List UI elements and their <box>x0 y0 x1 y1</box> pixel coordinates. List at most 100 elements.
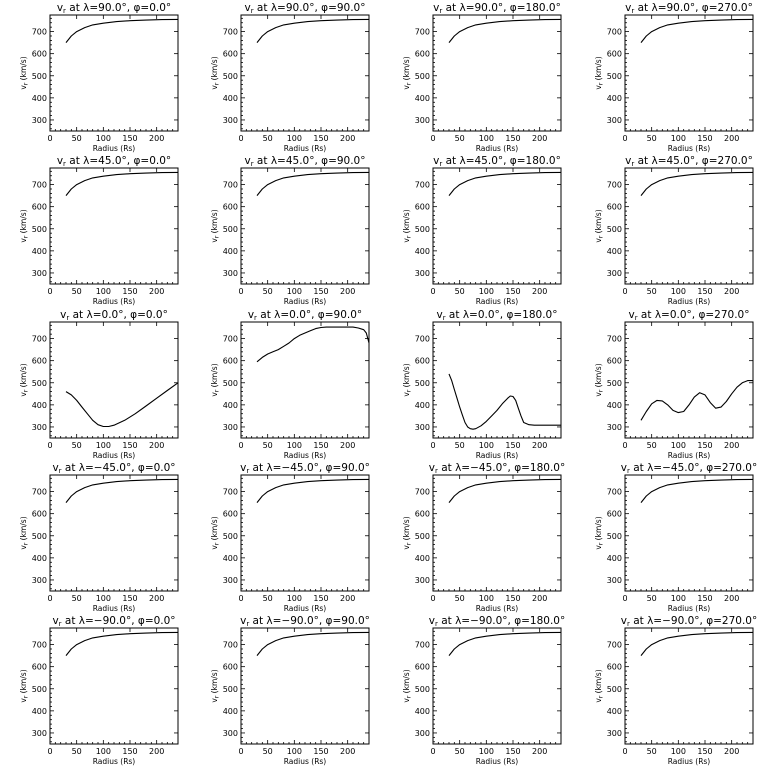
y-axis-label: vr (km/s) <box>210 516 221 549</box>
series-line-vr <box>65 171 179 196</box>
y-tick-label: 700 <box>32 488 47 497</box>
subplot-1-3: 0 50 100 150 200 300 400 500 600 700 vr at λ=45.0°… <box>594 155 754 306</box>
y-axis-label: vr (km/s) <box>402 363 413 396</box>
y-tick-label: 300 <box>223 729 238 738</box>
y-tick-label: 300 <box>607 423 622 432</box>
y-tick-label: 300 <box>223 116 238 125</box>
series-line-vr <box>256 18 370 43</box>
y-tick-label: 600 <box>415 50 430 59</box>
x-axis-label: Radius (Rs) <box>93 144 136 153</box>
y-tick-label: 500 <box>415 685 430 694</box>
x-tick-label: 0 <box>622 594 627 603</box>
y-tick-label: 400 <box>223 554 238 563</box>
subplot-1-2: 0 50 100 150 200 300 400 500 600 700 vr at λ=45.0°… <box>402 155 562 306</box>
plot-title: vr at λ=−45.0°, φ=180.0° <box>429 462 565 475</box>
x-tick-label: 150 <box>697 594 712 603</box>
x-tick-label: 50 <box>72 441 82 450</box>
x-tick-label: 150 <box>697 441 712 450</box>
x-axis-label: Radius (Rs) <box>93 297 136 306</box>
y-tick-label: 400 <box>607 554 622 563</box>
y-tick-label: 700 <box>223 181 238 190</box>
y-tick-label: 700 <box>607 28 622 37</box>
y-axis-label: vr (km/s) <box>19 56 30 89</box>
plot-title: vr at λ=0.0°, φ=270.0° <box>628 309 749 322</box>
y-axis-label: vr (km/s) <box>594 363 605 396</box>
y-tick-label: 300 <box>415 576 430 585</box>
y-tick-label: 300 <box>223 423 238 432</box>
x-tick-label: 100 <box>479 441 494 450</box>
x-tick-label: 50 <box>647 747 657 756</box>
x-tick-label: 0 <box>238 441 243 450</box>
x-tick-label: 50 <box>647 134 657 143</box>
y-axis-label: vr (km/s) <box>594 56 605 89</box>
series-line-vr <box>256 478 370 503</box>
plot-title: vr at λ=45.0°, φ=90.0° <box>244 155 365 168</box>
y-tick-label: 700 <box>415 488 430 497</box>
plot-frame <box>432 167 562 285</box>
x-axis-label: Radius (Rs) <box>668 757 711 766</box>
y-tick-label: 700 <box>607 181 622 190</box>
x-tick-label: 0 <box>622 441 627 450</box>
y-tick-label: 300 <box>415 729 430 738</box>
y-axis-label: vr (km/s) <box>402 209 413 242</box>
x-axis-label: Radius (Rs) <box>476 604 519 613</box>
y-axis-label: vr (km/s) <box>210 209 221 242</box>
x-tick-label: 150 <box>122 287 137 296</box>
subplot-2-0: 0 50 100 150 200 300 400 500 600 700 vr at λ=0.0°,… <box>19 309 179 460</box>
x-axis-label: Radius (Rs) <box>284 604 327 613</box>
plot-frame <box>624 474 754 592</box>
x-tick-label: 200 <box>149 441 164 450</box>
subplot-0-0: 0 50 100 150 200 300 400 500 600 700 vr at λ=90.0°… <box>19 2 179 153</box>
x-tick-label: 0 <box>622 134 627 143</box>
x-axis-label: Radius (Rs) <box>93 451 136 460</box>
x-tick-label: 50 <box>455 134 465 143</box>
x-tick-label: 200 <box>340 287 355 296</box>
x-tick-label: 50 <box>647 594 657 603</box>
x-tick-label: 50 <box>455 594 465 603</box>
plot-title: vr at λ=90.0°, φ=180.0° <box>433 2 561 15</box>
x-axis-label: Radius (Rs) <box>93 604 136 613</box>
plot-frame <box>49 14 179 132</box>
x-tick-label: 0 <box>238 134 243 143</box>
x-tick-label: 100 <box>479 134 494 143</box>
subplot-4-2: 0 50 100 150 200 300 400 500 600 700 vr at λ=−90.0… <box>402 615 565 766</box>
x-tick-label: 0 <box>430 287 435 296</box>
y-tick-label: 400 <box>415 94 430 103</box>
y-tick-label: 400 <box>607 401 622 410</box>
subplot-2-2: 0 50 100 150 200 300 400 500 600 700 vr at λ=0.0°,… <box>402 309 562 460</box>
y-tick-label: 600 <box>32 663 47 672</box>
y-tick-label: 500 <box>223 225 238 234</box>
y-tick-label: 600 <box>415 663 430 672</box>
x-tick-label: 0 <box>430 441 435 450</box>
x-tick-label: 100 <box>287 594 302 603</box>
y-tick-label: 700 <box>32 641 47 650</box>
y-tick-label: 600 <box>32 510 47 519</box>
y-tick-label: 600 <box>32 50 47 59</box>
x-tick-label: 200 <box>532 747 547 756</box>
plot-frame <box>240 321 370 439</box>
y-tick-label: 500 <box>607 532 622 541</box>
x-tick-label: 50 <box>263 441 273 450</box>
x-tick-label: 0 <box>47 134 52 143</box>
x-tick-label: 200 <box>532 287 547 296</box>
x-tick-label: 100 <box>671 594 686 603</box>
y-tick-label: 600 <box>223 50 238 59</box>
x-axis-label: Radius (Rs) <box>476 144 519 153</box>
x-tick-label: 200 <box>724 287 739 296</box>
subplot-2-3: 0 50 100 150 200 300 400 500 600 700 vr at λ=0.0°,… <box>594 309 754 460</box>
x-tick-label: 200 <box>340 594 355 603</box>
y-tick-label: 400 <box>223 401 238 410</box>
y-tick-label: 700 <box>415 335 430 344</box>
x-tick-label: 100 <box>96 441 111 450</box>
y-tick-label: 300 <box>32 576 47 585</box>
subplot-3-2: 0 50 100 150 200 300 400 500 600 700 vr at λ=−45.0… <box>402 462 565 613</box>
y-tick-label: 500 <box>32 72 47 81</box>
x-tick-label: 200 <box>149 134 164 143</box>
x-tick-label: 0 <box>430 134 435 143</box>
x-axis-label: Radius (Rs) <box>284 451 327 460</box>
y-tick-label: 300 <box>32 269 47 278</box>
y-tick-label: 400 <box>223 94 238 103</box>
subplot-3-1: 0 50 100 150 200 300 400 500 600 700 vr at λ=−45.0… <box>210 462 370 613</box>
x-tick-label: 50 <box>647 441 657 450</box>
y-tick-label: 500 <box>223 532 238 541</box>
